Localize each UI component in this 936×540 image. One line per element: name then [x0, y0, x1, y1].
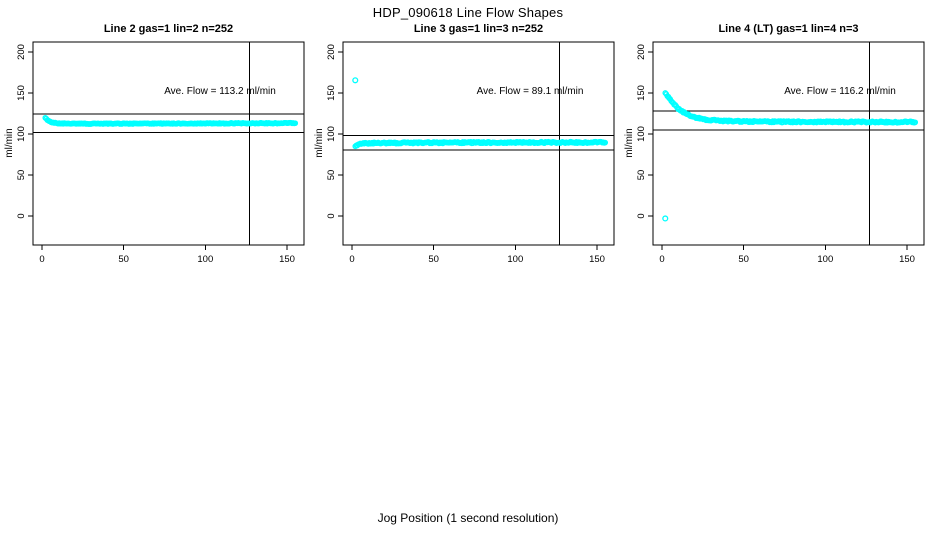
ave-flow-annotation: Ave. Flow = 113.2 ml/min [164, 86, 276, 97]
plot-canvas-line2: 0 50 100 150 200 0 50 100 150 [16, 41, 305, 265]
x-tick-label: 150 [589, 254, 605, 265]
y-tick-label: 100 [326, 126, 337, 142]
subplot-line3: 0 50 100 150 200 0 50 100 150 Line 3 gas=1 lin=3… [310, 0, 622, 272]
y-tick-label: 50 [636, 170, 647, 181]
flow-series [42, 114, 299, 127]
x-tick-label: 0 [39, 254, 44, 265]
x-tick-label: 50 [118, 254, 129, 265]
y-tick-label: 50 [326, 170, 337, 181]
y-tick-label: 100 [16, 126, 27, 142]
plot-canvas-line3: 0 50 100 150 200 0 50 100 150 [326, 41, 615, 265]
subplot-line4: 0 50 100 150 200 0 50 100 150 Line 4 (LT) gas=1 … [620, 0, 932, 272]
outlier-point [662, 215, 669, 222]
x-tick-label: 50 [428, 254, 439, 265]
x-axis-title: Jog Position (1 second resolution) [377, 511, 559, 525]
plot-canvas-line4: 0 50 100 150 200 0 50 100 150 [636, 41, 925, 265]
plot-box [652, 41, 925, 246]
y-axis-title: ml/min [624, 128, 635, 158]
outlier-point [352, 77, 359, 84]
x-tick-label: 0 [349, 254, 354, 265]
y-tick-label: 0 [16, 213, 27, 218]
y-axis-title: ml/min [314, 128, 325, 158]
y-tick-label: 200 [16, 44, 27, 60]
y-tick-label: 150 [636, 85, 647, 101]
y-tick-label: 50 [16, 170, 27, 181]
flow-series [352, 77, 609, 150]
data-point [912, 119, 919, 126]
y-axis-title: ml/min [4, 128, 15, 158]
x-tick-label: 100 [507, 254, 523, 265]
y-tick-label: 0 [636, 213, 647, 218]
subplot-title: Line 4 (LT) gas=1 lin=4 n=3 [718, 23, 859, 35]
subplot-title: Line 2 gas=1 lin=2 n=252 [103, 23, 234, 35]
y-tick-label: 0 [326, 213, 337, 218]
flow-series [662, 90, 919, 222]
figure-title: HDP_090618 Line Flow Shapes [372, 5, 564, 20]
data-point [292, 120, 299, 127]
x-tick-label: 150 [899, 254, 915, 265]
subplot-title: Line 3 gas=1 lin=3 n=252 [413, 23, 544, 35]
plot-box [342, 41, 615, 246]
y-tick-label: 200 [326, 44, 337, 60]
x-tick-label: 150 [279, 254, 295, 265]
y-tick-label: 150 [16, 85, 27, 101]
data-point [602, 139, 609, 146]
x-tick-label: 50 [738, 254, 749, 265]
y-tick-label: 100 [636, 126, 647, 142]
x-tick-label: 100 [817, 254, 833, 265]
plot-box [32, 41, 305, 246]
ave-flow-annotation: Ave. Flow = 89.1 ml/min [476, 86, 584, 97]
ave-flow-annotation: Ave. Flow = 116.2 ml/min [784, 86, 896, 97]
x-tick-label: 0 [659, 254, 664, 265]
y-tick-label: 200 [636, 44, 647, 60]
subplot-line2: 0 50 100 150 200 0 50 100 150 Line 2 gas=1 lin=2… [0, 0, 312, 272]
y-tick-label: 150 [326, 85, 337, 101]
x-tick-label: 100 [197, 254, 213, 265]
